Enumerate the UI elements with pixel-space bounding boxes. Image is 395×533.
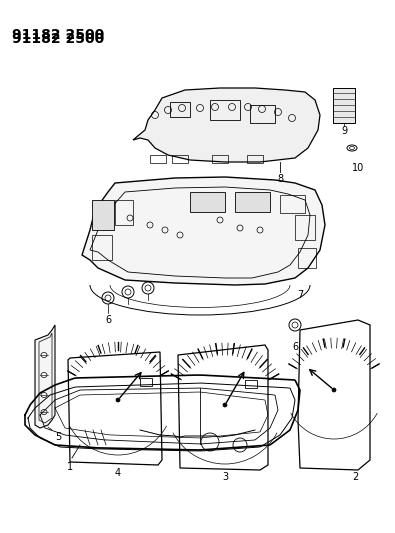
Text: 5: 5 — [55, 432, 61, 442]
Polygon shape — [178, 345, 268, 470]
Text: 6: 6 — [292, 342, 298, 352]
Bar — [295, 215, 315, 240]
Bar — [190, 192, 225, 212]
Bar — [298, 248, 316, 268]
Bar — [235, 192, 270, 212]
Text: 7: 7 — [297, 290, 303, 300]
Bar — [245, 380, 257, 388]
Text: 91182 2500: 91182 2500 — [12, 28, 104, 42]
Polygon shape — [298, 320, 370, 470]
Bar — [170, 102, 190, 117]
Bar — [212, 155, 228, 163]
Text: 10: 10 — [352, 163, 364, 173]
Polygon shape — [90, 187, 310, 278]
Ellipse shape — [332, 388, 336, 392]
Polygon shape — [39, 333, 52, 423]
Text: 1: 1 — [67, 462, 73, 472]
Text: 2: 2 — [352, 472, 358, 482]
Text: 91182 2500: 91182 2500 — [12, 32, 104, 46]
Bar — [172, 155, 188, 163]
Polygon shape — [82, 177, 325, 285]
Text: 3: 3 — [222, 472, 228, 482]
Bar — [140, 378, 152, 386]
Text: 4: 4 — [115, 468, 121, 478]
Text: 8: 8 — [277, 174, 283, 184]
Text: 9: 9 — [341, 126, 347, 136]
Ellipse shape — [116, 398, 120, 402]
Bar — [115, 200, 133, 225]
Bar — [250, 105, 275, 123]
Bar — [280, 195, 305, 213]
Text: 6: 6 — [105, 315, 111, 325]
Ellipse shape — [223, 403, 227, 407]
Bar — [92, 200, 114, 230]
Bar — [247, 155, 263, 163]
Polygon shape — [133, 88, 320, 162]
Bar — [150, 155, 166, 163]
Bar — [210, 100, 240, 120]
Bar — [92, 235, 112, 260]
Polygon shape — [35, 325, 55, 428]
Bar — [333, 88, 355, 123]
Polygon shape — [68, 352, 162, 465]
